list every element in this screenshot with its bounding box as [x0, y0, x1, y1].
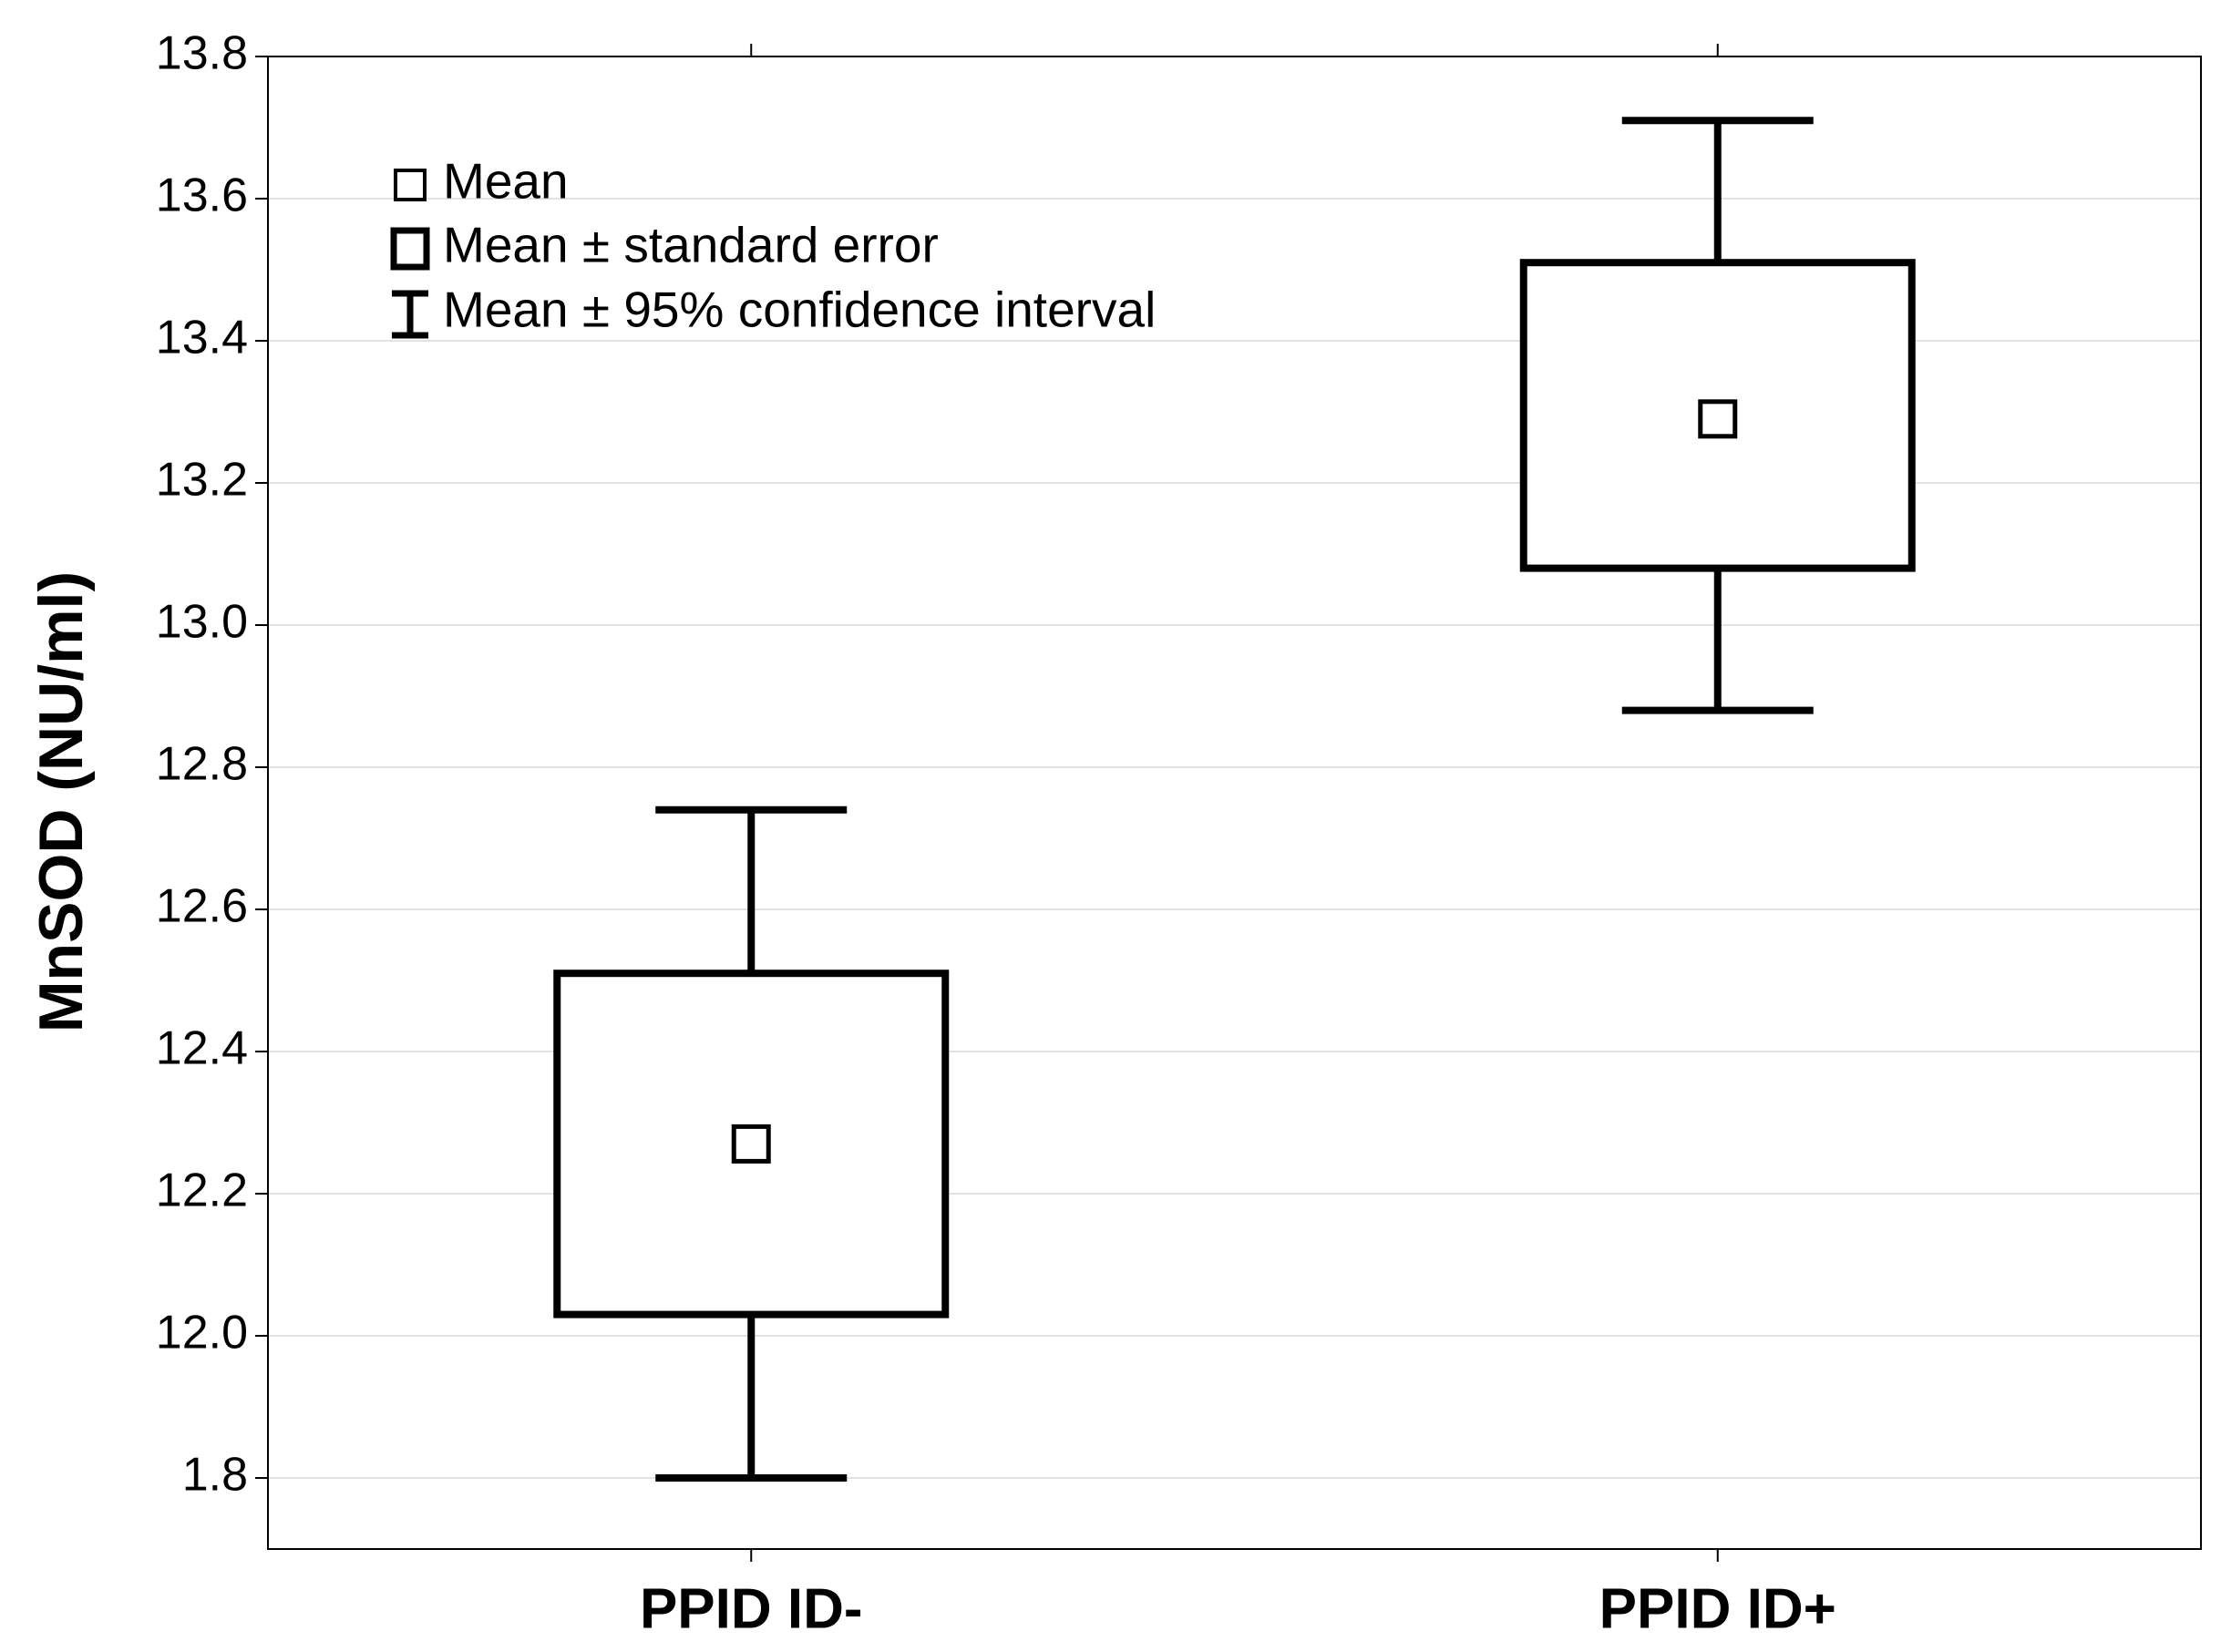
legend-symbol — [392, 290, 428, 339]
y-axis-title: MnSOD (NU/ml) — [26, 571, 96, 1032]
y-tick-label: 13.6 — [156, 169, 248, 222]
y-tick-label: 12.6 — [156, 880, 248, 933]
y-tick-label: 13.0 — [156, 596, 248, 649]
legend-item: Mean ± 95% confidence interval — [392, 282, 1156, 339]
ci-lower-whisker — [1621, 568, 1814, 714]
ci-lower-whisker — [655, 1314, 848, 1482]
legend-symbol — [390, 227, 430, 271]
y-tick-label: 13.2 — [156, 454, 248, 507]
x-tick-label: PPID ID+ — [1599, 1577, 1836, 1640]
ci-upper-whisker — [1621, 117, 1814, 263]
legend-symbol — [394, 169, 427, 201]
y-tick-label: 12.4 — [156, 1022, 248, 1075]
y-tick-label: 12.0 — [156, 1307, 248, 1360]
legend-item: Mean — [394, 153, 569, 210]
legend-label: Mean — [443, 153, 569, 210]
y-tick-label: 13.4 — [156, 312, 248, 364]
y-tick-label: 12.2 — [156, 1165, 248, 1217]
ci-upper-whisker — [655, 805, 848, 974]
legend-item: Mean ± standard error — [390, 217, 939, 273]
y-tick-label: 12.8 — [156, 738, 248, 791]
legend-label: Mean ± 95% confidence interval — [443, 282, 1156, 338]
x-tick-label: PPID ID- — [640, 1577, 863, 1640]
y-tick-label: 13.8 — [156, 27, 248, 80]
plot-frame — [267, 56, 2202, 1550]
mean-marker — [731, 1124, 771, 1164]
mean-marker — [1698, 399, 1738, 439]
y-tick-label: 1.8 — [182, 1449, 248, 1502]
legend-label: Mean ± standard error — [443, 217, 939, 273]
